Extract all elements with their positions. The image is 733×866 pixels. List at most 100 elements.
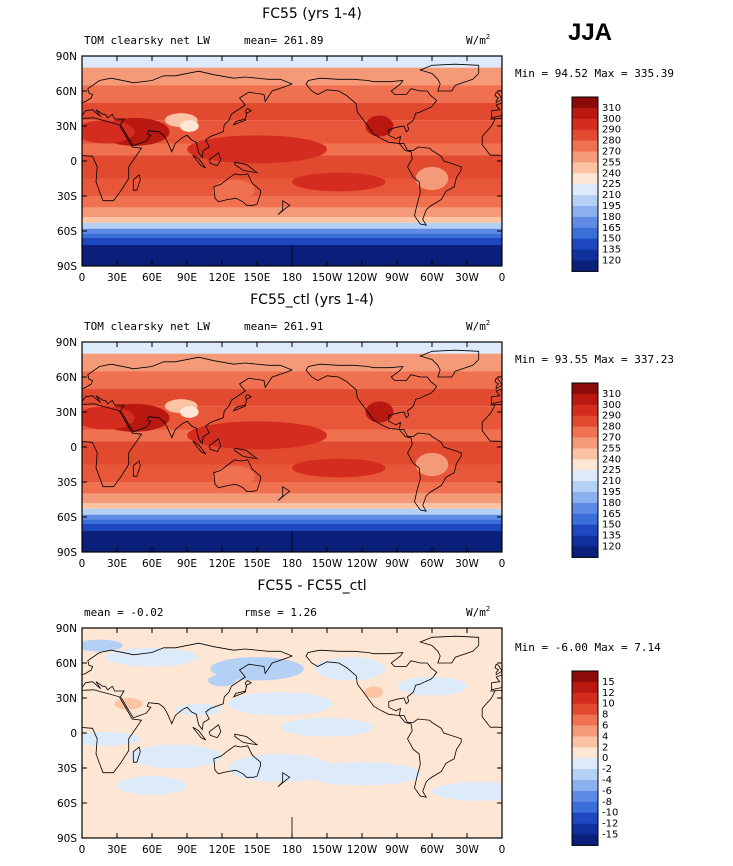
field-band xyxy=(82,85,502,103)
field-feature xyxy=(82,731,141,746)
colorbar-level-label: 4 xyxy=(602,731,608,742)
field-feature xyxy=(180,120,199,132)
colorbar-level-label: 10 xyxy=(602,699,615,710)
units-label: W/m2 xyxy=(466,605,490,619)
x-tick-label: 90E xyxy=(177,844,197,856)
y-tick-label: 30S xyxy=(57,191,77,203)
x-tick-label: 0 xyxy=(499,558,506,570)
coastline xyxy=(726,364,733,511)
x-tick-label: 0 xyxy=(79,844,86,856)
field-feature xyxy=(175,703,222,716)
y-tick-label: 30N xyxy=(56,407,77,419)
field-band xyxy=(82,217,502,223)
colorbar-level-label: 195 xyxy=(602,487,621,498)
coastline xyxy=(613,727,626,740)
field-band xyxy=(82,228,502,234)
field-band xyxy=(82,353,502,372)
colorbar-swatch xyxy=(572,151,598,163)
field-band xyxy=(82,464,502,482)
coastline xyxy=(481,689,502,728)
colorbar-frame xyxy=(571,96,599,272)
field-feature xyxy=(397,677,467,696)
field-band xyxy=(82,441,502,465)
x-tick-label: 90W xyxy=(385,558,409,570)
colorbar-level-label: 120 xyxy=(602,542,621,553)
coastline xyxy=(82,642,294,731)
field-feature xyxy=(187,135,327,164)
panel-title: FC55 - FC55_ctl xyxy=(257,578,366,594)
map-panel-2: FC55_ctl (yrs 1-4) TOM clearsky net LW mea… xyxy=(0,292,733,570)
coastline xyxy=(726,650,733,797)
field-band xyxy=(82,222,502,229)
field-feature xyxy=(128,744,222,768)
colorbar-level-label: 15 xyxy=(602,677,615,688)
colorbar-level-label: 180 xyxy=(602,498,621,509)
panel-title: FC55_ctl (yrs 1-4) xyxy=(250,292,374,308)
field-band xyxy=(82,238,502,245)
coastline xyxy=(232,107,252,126)
x-tick-label: 150E xyxy=(244,844,271,856)
field-feature xyxy=(105,647,199,667)
x-tick-label: 150W xyxy=(312,272,343,284)
y-tick-label: 90S xyxy=(57,261,77,273)
colorbar-swatch xyxy=(572,260,598,272)
x-tick-label: 60W xyxy=(420,844,444,856)
colorbar-swatch xyxy=(572,140,598,152)
field-feature xyxy=(117,776,187,795)
y-tick-label: 60S xyxy=(57,798,77,810)
field-band xyxy=(82,508,502,515)
colorbar-level-label: 195 xyxy=(602,201,621,212)
colorbar-swatch xyxy=(572,692,598,704)
coastline xyxy=(0,364,41,511)
colorbar-level-label: 180 xyxy=(602,212,621,223)
colorbar-swatch xyxy=(572,404,598,416)
coastline xyxy=(419,63,480,92)
coastline xyxy=(629,439,641,452)
colorbar-swatch xyxy=(572,812,598,824)
colorbar-swatch xyxy=(572,747,598,759)
x-tick-label: 180 xyxy=(282,272,302,284)
colorbar-level-label: -10 xyxy=(602,808,618,819)
map-area: 0 30E 60E 90E 120E 150E 180 150W 120W 90W 60W 30W 09… xyxy=(0,623,733,856)
y-tick-label: 90S xyxy=(57,547,77,559)
field-feature xyxy=(415,166,449,191)
colorbar-frame xyxy=(571,670,599,846)
field-feature xyxy=(208,674,236,687)
colorbar-swatch xyxy=(572,823,598,835)
min-max-label: Min = -6.00 Max = 7.14 xyxy=(515,641,661,654)
colorbar-level-label: 165 xyxy=(602,223,621,234)
x-tick-label: 120E xyxy=(209,558,236,570)
coastline xyxy=(629,153,641,166)
y-tick-label: 60N xyxy=(56,372,77,384)
x-tick-label: 30W xyxy=(455,272,479,284)
coastline xyxy=(132,460,141,477)
coastline xyxy=(0,650,41,797)
colorbar-swatch xyxy=(572,459,598,471)
colorbar-level-label: 8 xyxy=(602,710,608,721)
colorbar-level-label: -8 xyxy=(602,797,612,808)
coastline xyxy=(698,201,710,215)
coastline xyxy=(132,174,141,191)
colorbar-level-label: 2 xyxy=(602,742,608,753)
min-max-label: Min = 94.52 Max = 335.39 xyxy=(515,67,674,80)
colorbar: 3103002902802702552402252101951801651501… xyxy=(571,382,621,558)
field-band xyxy=(82,503,502,509)
colorbar-swatch xyxy=(572,426,598,438)
coastline xyxy=(234,733,259,746)
field-band xyxy=(82,514,502,520)
colorbar-swatch xyxy=(572,216,598,229)
field-band xyxy=(82,371,502,389)
y-tick-label: 30N xyxy=(56,121,77,133)
colorbar-swatch xyxy=(572,481,598,493)
mean-value: mean= 261.91 xyxy=(244,320,323,333)
coastline xyxy=(277,485,291,502)
coastline xyxy=(654,109,672,125)
coastline xyxy=(634,174,681,206)
y-tick-label: 90N xyxy=(56,337,77,349)
field-feature xyxy=(364,686,383,698)
colorbar-level-label: 270 xyxy=(602,147,621,158)
coastline xyxy=(698,487,710,501)
map-area: 0 30E 60E 90E 120E 150E 180 150W 120W 90W 60W 30W 09… xyxy=(56,51,710,284)
